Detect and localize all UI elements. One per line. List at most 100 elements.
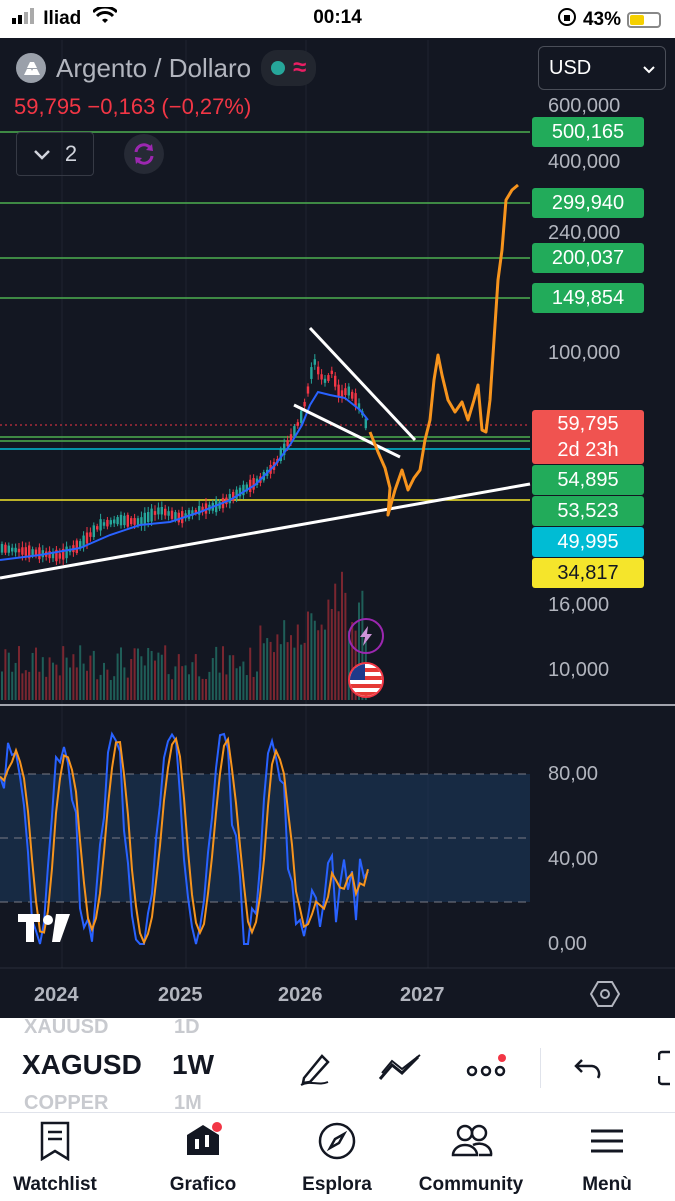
battery-percent: 43% — [582, 9, 621, 30]
symbol-selector[interactable]: XAGUSD — [22, 1049, 142, 1080]
more-options-icon[interactable] — [464, 1046, 508, 1090]
volume-bar — [201, 678, 204, 700]
volume-bar — [235, 668, 238, 700]
volume-bar — [225, 674, 228, 700]
candle-body — [38, 547, 41, 560]
volume-bar — [106, 669, 109, 700]
volume-bar — [320, 624, 323, 700]
stochastic-k-line — [0, 731, 369, 945]
volume-bar — [324, 629, 326, 700]
price-axis-label: 600,000 — [548, 95, 621, 117]
undo-icon[interactable] — [566, 1046, 610, 1090]
volume-bar — [48, 657, 51, 700]
timeframe-selector[interactable]: 1W — [172, 1049, 214, 1080]
date-axis-label: 2025 — [158, 984, 203, 1006]
tab-chart[interactable]: Grafico — [148, 1121, 258, 1196]
candle-body — [123, 515, 126, 526]
tab-watchlist[interactable]: Watchlist — [0, 1121, 110, 1196]
price-axis-label: 16,000 — [548, 594, 610, 616]
price-axis-label: 10,000 — [548, 659, 610, 681]
volume-bar — [341, 571, 343, 700]
trendline-support — [0, 482, 531, 580]
candle-body — [157, 507, 160, 515]
chart-settings-icon[interactable] — [589, 980, 621, 1013]
symbol-next[interactable]: COPPER — [24, 1092, 109, 1114]
volume-bar — [283, 620, 286, 700]
market-status-pill[interactable]: ≈ — [261, 50, 317, 86]
candle-body — [293, 426, 296, 437]
volume-bar — [300, 644, 303, 700]
volume-bar — [92, 650, 95, 700]
volume-bar — [256, 671, 258, 700]
price-tag: 53,523 — [532, 496, 644, 526]
price-axis-label: 100,000 — [548, 342, 621, 364]
candle-body — [351, 391, 354, 399]
indicators-toggle[interactable]: 2 — [16, 132, 94, 176]
candle-body — [102, 522, 106, 526]
chart-canvas[interactable] — [0, 38, 675, 1018]
candle-body — [364, 418, 367, 429]
candle-body — [160, 507, 163, 515]
candle-body — [289, 434, 293, 441]
candle-body — [320, 374, 323, 380]
candle-body — [187, 510, 191, 519]
volume-bar — [167, 674, 170, 700]
volume-bar — [154, 660, 156, 700]
candle-body — [140, 517, 143, 526]
candle-body — [344, 388, 347, 396]
lightning-event-icon[interactable] — [348, 618, 384, 654]
symbol-header: Argento / Dollaro ≈ — [16, 50, 317, 86]
volume-bar — [310, 613, 313, 700]
chart-area[interactable] — [0, 38, 675, 1018]
currency-select[interactable]: USD — [538, 46, 666, 90]
tab-label: Watchlist — [13, 1174, 97, 1195]
price-axis-label: 240,000 — [548, 222, 621, 244]
candle-body — [65, 546, 68, 559]
timeframe-prev[interactable]: 1D — [174, 1016, 200, 1038]
timeframe-next[interactable]: 1M — [174, 1092, 202, 1114]
candle-body — [170, 510, 174, 519]
compass-icon — [317, 1121, 357, 1166]
candle-body — [31, 549, 34, 556]
volume-bar — [205, 678, 207, 700]
us-flag-event-icon[interactable] — [348, 662, 384, 698]
fullscreen-icon[interactable] — [648, 1046, 675, 1090]
volume-bar — [133, 648, 136, 700]
tab-community[interactable]: Community — [416, 1121, 526, 1196]
volume-bar — [293, 647, 296, 700]
candle-body — [82, 535, 85, 548]
symbol-prev[interactable]: XAUUSD — [24, 1016, 109, 1038]
battery-icon — [627, 12, 661, 28]
volume-bar — [184, 665, 187, 700]
volume-bar — [143, 665, 146, 700]
drawing-tools-icon[interactable] — [294, 1046, 338, 1090]
volume-bar — [140, 656, 143, 700]
volume-bar — [69, 667, 71, 700]
candle-body — [283, 443, 286, 456]
volume-bar — [177, 654, 180, 700]
volume-bar — [245, 675, 248, 700]
candle-body — [14, 547, 17, 553]
volume-bar — [14, 662, 17, 700]
chart-toolbar: XAUUSD XAGUSD COPPER 1D 1W 1M — [0, 1016, 675, 1114]
stochastic-d-line — [0, 736, 369, 945]
candle-body — [300, 410, 303, 423]
volume-bar — [307, 611, 309, 700]
candle-body — [201, 506, 204, 512]
volume-bar — [273, 652, 275, 700]
candle-body — [296, 422, 299, 426]
trend-line-tool-icon[interactable] — [378, 1046, 422, 1090]
volume-bar — [147, 647, 150, 700]
candle-body — [62, 548, 65, 560]
candle-body — [58, 553, 61, 559]
volume-bar — [208, 671, 211, 700]
volume-bar — [86, 670, 88, 700]
candle-body — [150, 508, 153, 522]
candle-body — [306, 386, 310, 394]
tab-menu[interactable]: Menù — [552, 1121, 662, 1196]
wifi-icon — [91, 5, 118, 31]
currency-value: USD — [549, 56, 592, 79]
volume-bar — [160, 654, 163, 700]
tab-explore[interactable]: Esplora — [282, 1121, 392, 1196]
sync-icon[interactable] — [124, 134, 164, 174]
